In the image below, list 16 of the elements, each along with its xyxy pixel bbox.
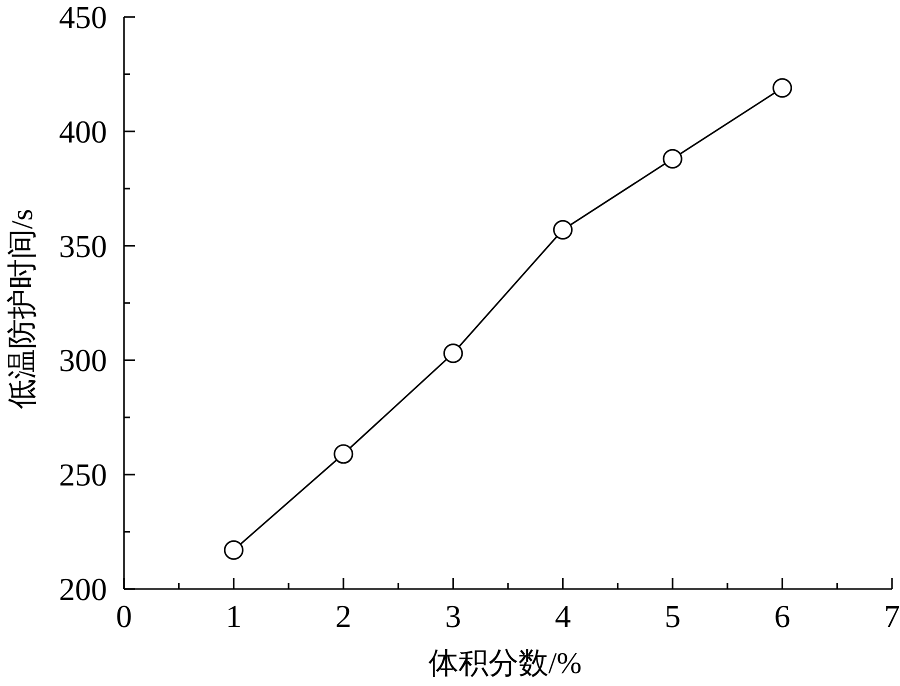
x-tick-label: 5 xyxy=(664,598,681,634)
x-tick-label: 0 xyxy=(116,598,132,634)
y-tick-label: 250 xyxy=(59,456,107,493)
y-tick-label: 300 xyxy=(59,342,107,378)
y-tick-label: 200 xyxy=(59,571,107,607)
x-tick-label: 2 xyxy=(335,598,352,634)
x-tick-label: 1 xyxy=(226,598,242,634)
x-tick-label: 6 xyxy=(774,598,790,634)
x-tick-label: 3 xyxy=(445,598,462,634)
y-tick-label: 450 xyxy=(59,0,107,35)
y-axis-title: 低温防护时间/s xyxy=(6,209,39,409)
x-tick-label: 4 xyxy=(554,598,571,634)
x-tick-label: 7 xyxy=(884,598,900,634)
x-axis-title: 体积分数/% xyxy=(428,647,582,680)
y-tick-label: 350 xyxy=(59,228,107,264)
y-tick-label: 400 xyxy=(59,113,107,150)
